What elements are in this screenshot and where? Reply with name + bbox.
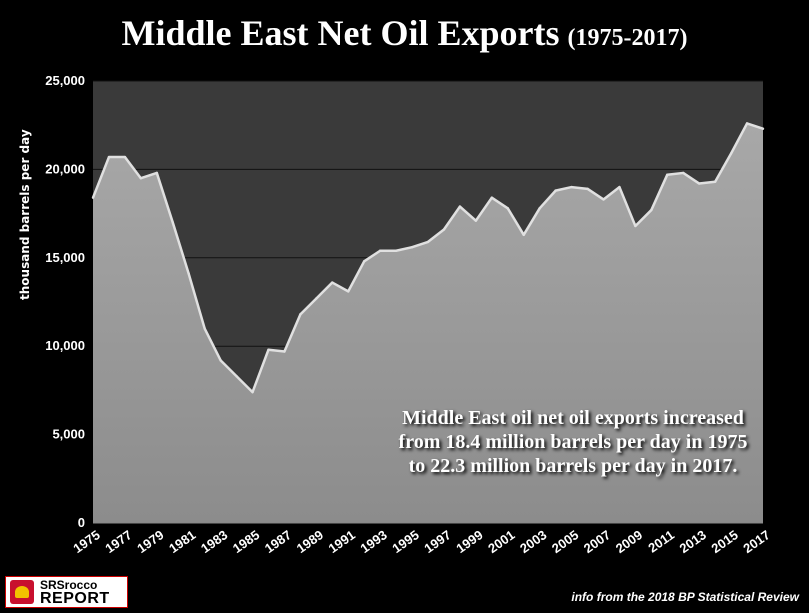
y-tick-label: 0 (78, 515, 85, 530)
data-point (235, 375, 238, 378)
y-tick-label: 25,000 (45, 73, 85, 88)
y-tick-label: 10,000 (45, 338, 85, 353)
data-point (187, 272, 190, 275)
data-point (410, 245, 414, 249)
srsrocco-report-logo: SRSrocco REPORT (5, 576, 128, 608)
data-point (203, 327, 206, 330)
source-note: info from the 2018 BP Statistical Review (571, 590, 799, 604)
y-tick-label: 5,000 (52, 427, 85, 442)
x-tick-label: 1979 (134, 527, 166, 556)
data-point (155, 171, 159, 175)
data-point (378, 249, 382, 252)
data-point (107, 155, 111, 159)
data-point (490, 196, 494, 199)
x-tick-label: 2009 (613, 527, 645, 556)
x-tick-label: 2017 (740, 527, 772, 556)
data-point (331, 281, 334, 284)
data-point (474, 219, 478, 222)
chart-title-block: Middle East Net Oil Exports (1975-2017) (0, 12, 809, 54)
data-point (299, 313, 302, 316)
annotation-text: Middle East oil net oil exports increase… (398, 407, 748, 477)
data-point (650, 208, 653, 212)
data-point (219, 359, 222, 362)
data-point (123, 155, 127, 159)
data-point (538, 207, 541, 210)
data-point (666, 173, 669, 176)
data-point (394, 249, 398, 252)
data-point (682, 171, 685, 175)
x-tick-label: 1987 (262, 527, 294, 556)
x-tick-label: 1991 (326, 527, 358, 556)
data-point (426, 240, 430, 244)
x-tick-label: 2005 (549, 527, 581, 556)
data-point (697, 182, 701, 185)
x-tick-label: 2011 (645, 527, 677, 555)
logo-emblem-icon (10, 580, 34, 604)
x-tick-label: 2001 (485, 527, 517, 556)
x-tick-label: 1999 (453, 527, 485, 556)
data-point (283, 350, 286, 353)
data-point (554, 189, 557, 192)
x-axis-ticks: 1975 1977 1979 1981 1983 1985 1987 1989 1991 1993… (70, 527, 772, 556)
data-point (347, 290, 350, 293)
data-point (362, 260, 366, 263)
x-tick-label: 2013 (677, 527, 709, 556)
x-tick-label: 1995 (389, 527, 421, 556)
data-point (139, 177, 143, 180)
data-point (522, 233, 525, 237)
data-points (91, 122, 765, 394)
x-tick-label: 1975 (70, 527, 102, 556)
data-point (91, 196, 95, 199)
data-point (171, 221, 174, 224)
y-axis-label: thousand barrels per day (18, 129, 32, 300)
data-point (713, 180, 717, 183)
data-point (570, 185, 573, 189)
x-tick-label: 1993 (358, 527, 390, 556)
logo-line-1: SRSrocco (40, 578, 98, 592)
logo-line-2: REPORT (40, 590, 110, 607)
chart-title: Middle East Net Oil Exports (121, 13, 560, 53)
y-tick-label: 15,000 (45, 250, 85, 265)
y-axis-ticks: 0 5,000 10,000 15,000 20,000 25,000 (45, 73, 85, 530)
data-point (745, 122, 749, 125)
x-tick-label: 1997 (421, 527, 453, 556)
series-area (93, 123, 763, 524)
data-point (442, 228, 446, 231)
x-tick-label: 2003 (517, 527, 549, 556)
x-tick-label: 1985 (230, 527, 262, 556)
x-tick-label: 2015 (709, 527, 741, 556)
data-point (458, 205, 462, 208)
x-tick-label: 2007 (581, 527, 613, 556)
data-point (267, 348, 270, 351)
data-point (506, 207, 509, 210)
data-point (315, 297, 318, 300)
data-point (634, 224, 637, 228)
x-tick-label: 1983 (198, 527, 230, 556)
data-point (761, 127, 765, 130)
x-tick-label: 1989 (294, 527, 326, 556)
chart-subtitle: (1975-2017) (567, 25, 688, 51)
data-point (602, 198, 605, 201)
data-point (618, 185, 621, 189)
data-point (729, 152, 733, 155)
y-tick-label: 20,000 (45, 161, 85, 176)
data-point (586, 187, 589, 191)
x-tick-label: 1977 (102, 527, 134, 556)
x-tick-label: 1981 (166, 527, 198, 556)
data-point (251, 390, 254, 394)
